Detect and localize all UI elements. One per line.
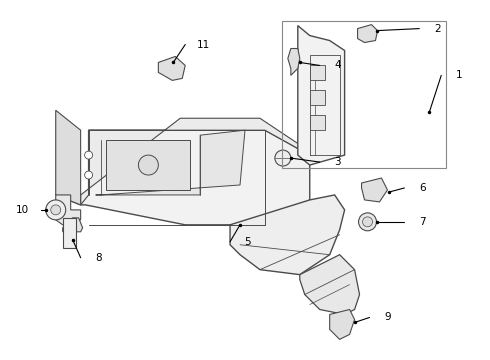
Polygon shape (56, 195, 81, 225)
Circle shape (275, 150, 291, 166)
Circle shape (138, 155, 158, 175)
Bar (282, 21, 446, 168)
Polygon shape (298, 26, 344, 165)
Circle shape (363, 217, 372, 227)
Text: 3: 3 (334, 157, 341, 167)
Polygon shape (310, 90, 325, 105)
Text: 9: 9 (384, 312, 391, 323)
Polygon shape (158, 57, 185, 80)
Polygon shape (310, 115, 325, 130)
Polygon shape (63, 218, 83, 232)
Text: 4: 4 (334, 60, 341, 71)
Polygon shape (96, 130, 245, 195)
Text: 2: 2 (434, 24, 441, 33)
Text: 7: 7 (419, 217, 426, 227)
Text: 11: 11 (196, 40, 210, 50)
Polygon shape (81, 118, 310, 205)
Text: 5: 5 (245, 237, 251, 247)
Text: 10: 10 (16, 205, 29, 215)
Polygon shape (358, 24, 377, 42)
Text: 8: 8 (95, 253, 102, 263)
Text: 6: 6 (419, 183, 426, 193)
Circle shape (359, 213, 376, 231)
Polygon shape (288, 49, 300, 75)
Circle shape (51, 205, 61, 215)
Polygon shape (362, 178, 388, 202)
Polygon shape (230, 195, 344, 275)
Polygon shape (56, 130, 310, 225)
Circle shape (85, 171, 93, 179)
Polygon shape (56, 110, 81, 205)
Polygon shape (300, 255, 360, 315)
Circle shape (85, 151, 93, 159)
Text: 1: 1 (456, 71, 463, 80)
Polygon shape (105, 140, 190, 190)
Polygon shape (63, 218, 75, 248)
Polygon shape (310, 66, 325, 80)
Polygon shape (330, 310, 355, 339)
Circle shape (46, 200, 66, 220)
